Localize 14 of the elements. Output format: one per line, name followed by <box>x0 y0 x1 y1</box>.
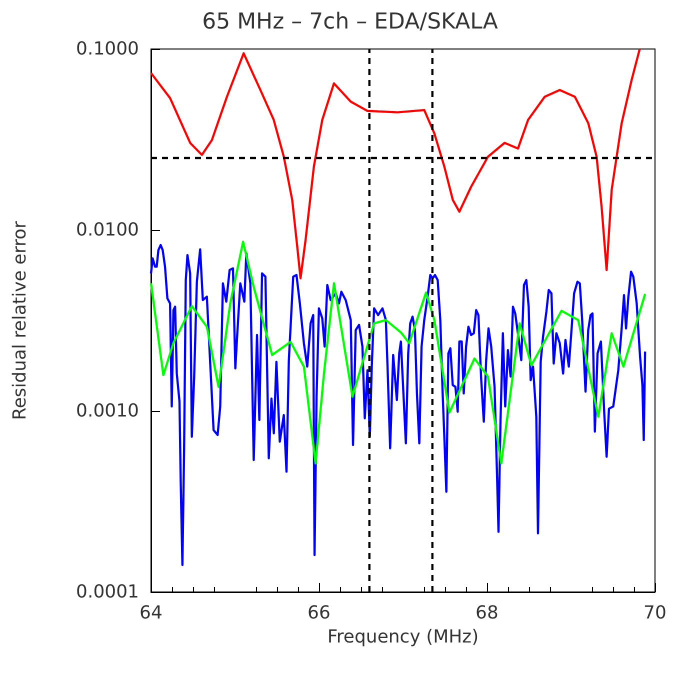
chart-title: 65 MHz – 7ch – EDA/SKALA <box>202 10 498 34</box>
line-series <box>150 240 646 464</box>
x-tick-label: 64 <box>140 602 162 624</box>
y-tick-label: 0.0010 <box>76 400 139 422</box>
y-axis-title: Residual relative error <box>10 220 30 420</box>
y-tick-label: 0.0100 <box>76 220 139 240</box>
x-tick-label: 70 <box>644 602 666 624</box>
y-tick-label: 0.1000 <box>76 38 139 60</box>
y-tick-label: 0.0001 <box>76 582 139 602</box>
x-tick-label: 66 <box>308 602 330 624</box>
x-tick-label: 68 <box>476 602 498 624</box>
line-series <box>150 244 646 566</box>
line-series <box>150 48 641 280</box>
x-axis-title: Frequency (MHz) <box>327 626 479 648</box>
